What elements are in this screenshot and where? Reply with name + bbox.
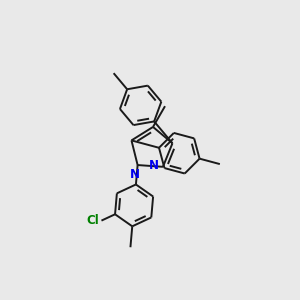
Text: N: N [148, 159, 158, 172]
Text: Cl: Cl [86, 214, 99, 227]
Text: N: N [130, 168, 140, 181]
